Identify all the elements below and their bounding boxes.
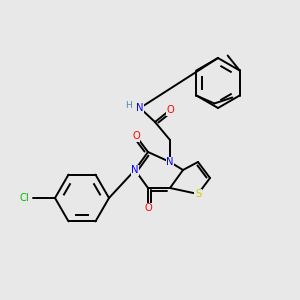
Text: N: N bbox=[131, 165, 139, 175]
Text: S: S bbox=[195, 189, 201, 199]
Text: N: N bbox=[166, 157, 174, 167]
Text: O: O bbox=[144, 203, 152, 213]
Text: N: N bbox=[136, 103, 144, 113]
Text: O: O bbox=[132, 131, 140, 141]
Text: H: H bbox=[126, 101, 132, 110]
Text: O: O bbox=[166, 105, 174, 115]
Text: Cl: Cl bbox=[19, 193, 29, 203]
